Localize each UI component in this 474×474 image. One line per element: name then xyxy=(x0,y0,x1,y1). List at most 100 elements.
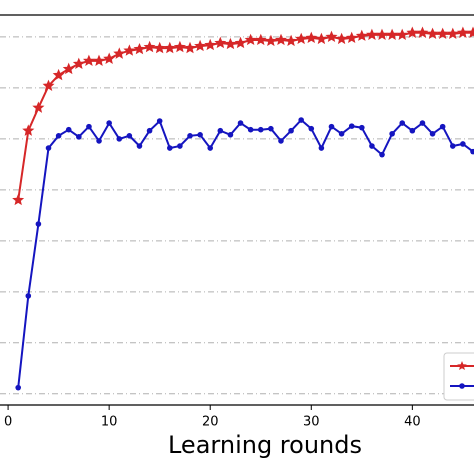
data-point xyxy=(369,143,375,149)
data-point xyxy=(82,54,95,66)
data-point xyxy=(416,26,429,38)
data-point xyxy=(187,133,193,139)
data-point xyxy=(335,32,348,45)
data-point xyxy=(173,40,186,53)
data-point xyxy=(426,27,439,39)
data-point xyxy=(396,28,409,40)
data-point xyxy=(406,26,419,38)
data-point xyxy=(133,42,146,55)
data-point xyxy=(143,40,156,53)
data-point xyxy=(72,57,85,70)
data-point xyxy=(163,41,176,54)
data-point xyxy=(45,145,52,151)
data-point xyxy=(379,151,385,158)
data-point xyxy=(456,26,469,38)
data-point xyxy=(103,52,116,64)
data-point xyxy=(42,79,55,91)
x-tick-label: 40 xyxy=(404,415,421,430)
data-point xyxy=(177,143,183,149)
data-point xyxy=(399,120,406,126)
x-tick-label: 10 xyxy=(101,415,118,430)
data-point xyxy=(308,125,315,132)
data-point xyxy=(52,68,65,81)
data-point xyxy=(86,123,92,130)
data-point xyxy=(96,138,102,144)
data-point xyxy=(12,193,25,206)
data-point xyxy=(446,27,459,39)
data-point xyxy=(436,27,449,39)
data-point xyxy=(328,123,335,130)
data-point xyxy=(298,117,304,123)
data-point xyxy=(355,29,368,41)
data-point xyxy=(217,127,224,134)
data-point xyxy=(166,145,173,151)
data-point xyxy=(76,134,82,140)
data-point xyxy=(247,126,254,133)
data-point xyxy=(389,130,395,137)
data-point xyxy=(106,120,112,126)
data-point xyxy=(136,143,143,149)
data-point xyxy=(318,145,325,151)
legend-marker xyxy=(457,361,467,370)
data-point xyxy=(146,127,153,134)
data-point xyxy=(126,133,133,139)
data-point xyxy=(234,36,247,49)
data-point xyxy=(254,33,267,46)
data-point xyxy=(325,30,338,43)
data-point xyxy=(32,101,45,113)
data-point xyxy=(62,62,75,75)
data-point xyxy=(470,148,474,155)
data-point xyxy=(268,125,274,132)
data-point xyxy=(315,32,328,45)
data-point xyxy=(338,130,345,137)
data-point xyxy=(466,26,474,38)
data-point xyxy=(15,384,21,391)
x-axis-label: Learning rounds xyxy=(168,431,362,459)
data-point xyxy=(449,143,456,149)
data-point xyxy=(359,124,365,131)
data-point xyxy=(439,123,446,130)
data-point xyxy=(22,124,35,136)
data-point xyxy=(409,127,416,134)
data-point xyxy=(345,31,358,44)
data-point xyxy=(55,133,62,139)
data-point xyxy=(305,31,318,44)
data-point xyxy=(197,132,203,138)
series-line xyxy=(17,118,474,388)
data-point xyxy=(460,141,466,147)
data-point xyxy=(214,36,227,49)
data-point xyxy=(183,41,197,54)
data-point xyxy=(35,221,42,227)
x-tick-label: 0 xyxy=(4,415,12,430)
data-point xyxy=(194,39,207,52)
data-point xyxy=(348,123,355,129)
data-point xyxy=(274,33,287,46)
data-point xyxy=(376,28,389,40)
data-point xyxy=(25,293,32,299)
data-point xyxy=(237,120,244,126)
series-line xyxy=(17,31,473,201)
data-point xyxy=(156,118,163,124)
x-tick-label: 20 xyxy=(202,415,219,430)
data-point xyxy=(93,54,106,66)
legend-marker xyxy=(459,383,465,389)
data-point xyxy=(204,38,217,51)
x-tick-label: 30 xyxy=(303,415,320,430)
data-point xyxy=(153,41,166,54)
data-point xyxy=(429,130,436,137)
data-point xyxy=(224,37,237,50)
data-point xyxy=(285,34,298,47)
data-point xyxy=(113,47,126,59)
data-point xyxy=(257,126,264,133)
legend-box xyxy=(443,352,474,401)
data-point xyxy=(207,145,214,151)
data-point xyxy=(386,28,399,40)
data-point xyxy=(365,28,378,40)
data-point xyxy=(227,132,234,138)
data-point xyxy=(116,136,123,142)
data-point xyxy=(419,120,426,126)
data-point xyxy=(244,33,257,46)
data-point xyxy=(295,32,308,45)
data-point xyxy=(278,138,284,144)
